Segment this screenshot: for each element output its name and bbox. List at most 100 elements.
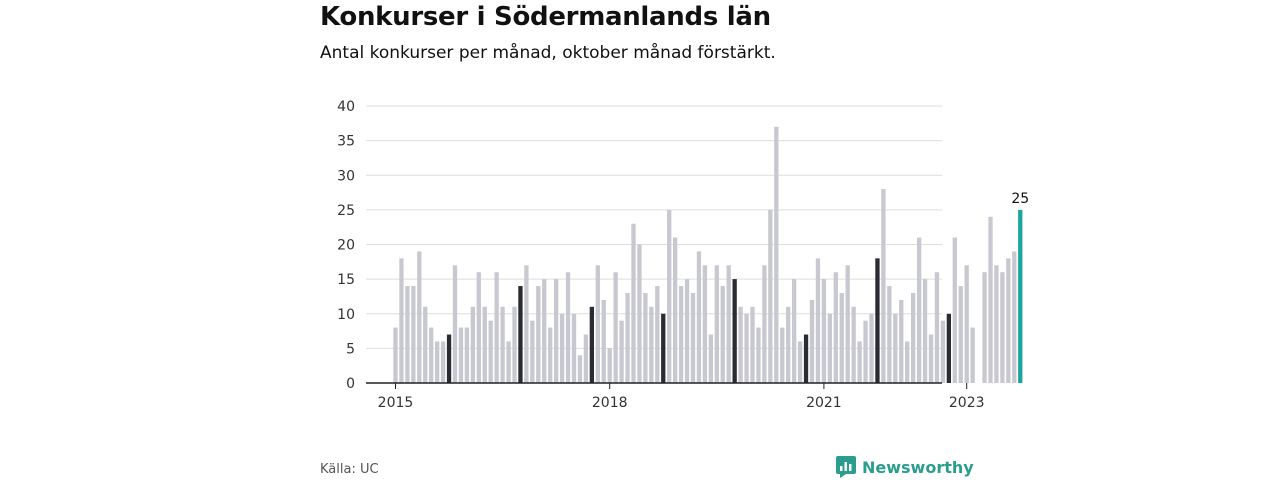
y-tick-label: 5 <box>346 341 355 357</box>
bar <box>809 299 815 383</box>
bar <box>797 341 803 383</box>
bar-chart: 0 5 10 15 20 25 30 35 40 25 2015 2018 2021 2023 <box>337 99 1029 411</box>
bar <box>649 306 654 383</box>
bar <box>595 265 600 383</box>
y-tick-label: 15 <box>337 272 355 288</box>
y-tick-label: 40 <box>337 99 355 115</box>
bar <box>1006 258 1011 383</box>
bar <box>607 348 612 383</box>
bar <box>571 313 577 383</box>
bar <box>488 320 493 383</box>
bar <box>577 355 583 383</box>
bar <box>643 292 648 383</box>
bar <box>435 341 440 383</box>
bar <box>589 306 594 383</box>
brand-logo[interactable]: Newsworthy <box>836 456 974 478</box>
latest-value-label: 25 <box>1011 191 1029 207</box>
bar <box>405 286 410 383</box>
bar <box>554 279 559 383</box>
bar <box>940 320 946 383</box>
source-note: Källa: UC <box>320 462 379 477</box>
bar <box>512 306 517 383</box>
bar <box>792 279 797 383</box>
bar <box>452 265 458 383</box>
bar <box>762 265 767 383</box>
bar <box>559 313 565 383</box>
bar <box>565 272 571 383</box>
bar <box>458 327 464 383</box>
bar <box>946 313 951 383</box>
bar <box>655 286 660 383</box>
bar <box>708 334 713 383</box>
bar <box>631 223 636 383</box>
bar <box>518 286 523 383</box>
bar <box>911 292 916 383</box>
y-tick-label: 0 <box>346 376 355 392</box>
bar <box>690 292 696 383</box>
x-tick-label: 2018 <box>592 395 628 411</box>
y-tick-label: 20 <box>337 238 355 254</box>
bar <box>839 292 844 383</box>
chart-subtitle: Antal konkurser per månad, oktober månad… <box>320 43 776 63</box>
bar <box>881 189 886 383</box>
bar <box>863 320 868 383</box>
chart-title: Konkurser i Södermanlands län <box>320 2 771 32</box>
bar <box>661 313 666 383</box>
bar <box>464 327 470 383</box>
bar <box>470 306 475 383</box>
bar <box>768 209 773 383</box>
bar <box>970 327 975 383</box>
bar <box>619 320 624 383</box>
bar <box>667 209 672 383</box>
bar <box>994 265 999 383</box>
bar <box>446 334 452 383</box>
bar <box>952 237 957 383</box>
bar <box>1018 209 1023 383</box>
bar <box>750 306 755 383</box>
bar <box>542 279 547 383</box>
bar <box>1000 272 1005 383</box>
bar <box>827 313 832 383</box>
bar <box>530 320 535 383</box>
bar <box>893 313 898 383</box>
newsworthy-logo-icon <box>836 456 856 478</box>
bar <box>684 279 690 383</box>
bar <box>583 334 589 383</box>
bar <box>899 299 904 383</box>
x-tick-label: 2021 <box>806 395 842 411</box>
bar <box>417 251 422 383</box>
y-tick-label: 25 <box>337 203 355 219</box>
bar <box>673 237 678 383</box>
y-tick-label: 35 <box>337 134 355 150</box>
bar <box>393 327 398 383</box>
bar <box>988 216 993 383</box>
bar <box>732 279 737 383</box>
bar <box>821 279 827 383</box>
bar <box>702 265 708 383</box>
bar <box>423 306 428 383</box>
bar <box>786 306 791 383</box>
bar <box>958 286 963 383</box>
bar <box>482 306 487 383</box>
bar <box>613 272 618 383</box>
bar <box>922 279 928 383</box>
y-tick-label: 10 <box>337 307 355 323</box>
bar <box>982 272 987 383</box>
bar <box>1012 251 1017 383</box>
bar <box>524 265 529 383</box>
bar <box>500 306 505 383</box>
bar <box>833 272 838 383</box>
bar <box>548 327 553 383</box>
bar <box>429 327 434 383</box>
bar <box>857 341 862 383</box>
bar <box>815 258 821 383</box>
bar <box>905 341 910 383</box>
bar <box>399 258 404 383</box>
bar <box>851 306 856 383</box>
bar <box>738 306 743 383</box>
bar <box>601 299 606 383</box>
x-tick-label: 2023 <box>949 395 985 411</box>
bar <box>744 313 749 383</box>
bar <box>726 265 731 383</box>
bar <box>678 286 684 383</box>
